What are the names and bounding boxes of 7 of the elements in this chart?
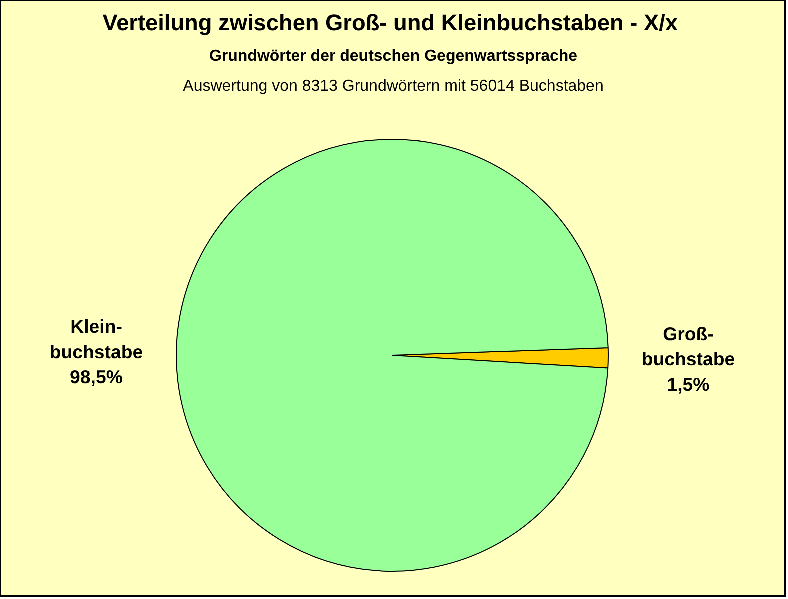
chart-title: Verteilung zwischen Groß- und Kleinbuchstaben - X/x — [102, 10, 678, 36]
text: Auswertung von 8313 Grundwörtern mit 56014 Buchstaben — [183, 78, 604, 95]
data-label: 98,5% — [70, 366, 124, 388]
chart-subtitle: Grundwörter der deutschen Gegenwartssprache — [209, 48, 578, 65]
data-label: 1,5% — [667, 374, 710, 395]
slice-label: Groß- buchstabe — [642, 323, 736, 370]
slice-label: Klein- buchstabe — [50, 316, 144, 362]
